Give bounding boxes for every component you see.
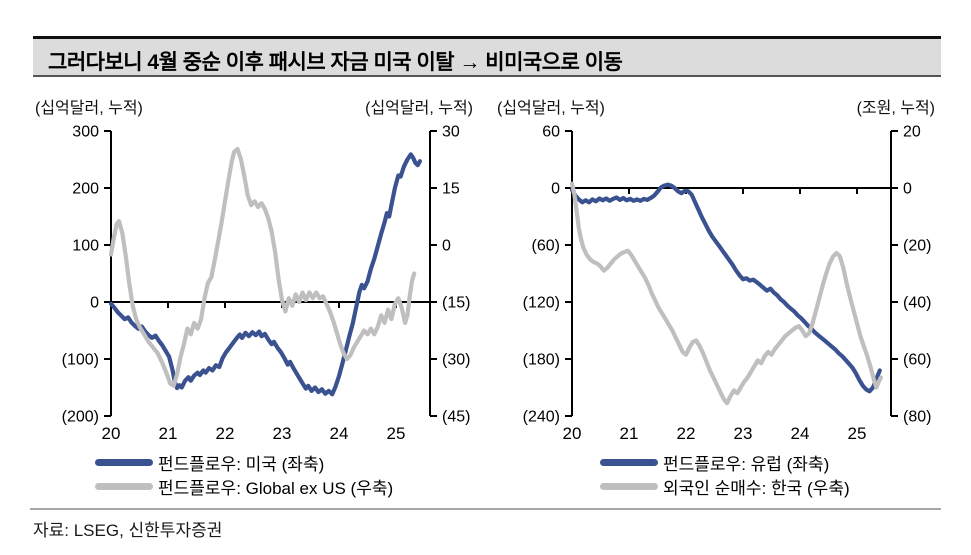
left-axis-unit-label: (십억달러, 누적) [497, 100, 605, 117]
y-axis-right: 20 0 (20) (40) (60) (80) [890, 124, 931, 426]
series-line-1 [569, 181, 883, 406]
y-tick-label: 30 [442, 124, 460, 141]
chart-europe-korea: (십억달러, 누적) (조원, 누적) 20 21 22 23 24 25 60 0 (60) (… [495, 94, 938, 506]
y-tick-label: 0 [903, 181, 912, 198]
y-axis-left: 300 200 100 0 (100) (200) [62, 124, 112, 426]
x-tick-label: 22 [216, 424, 235, 443]
source-note: 자료: LSEG, 신한투자증권 [33, 521, 223, 540]
x-tick-label: 24 [330, 424, 349, 443]
y-tick-label: 100 [72, 238, 99, 255]
right-axis-unit-label: (조원, 누적) [856, 100, 935, 117]
line-chart-us-vs-global-exus: 20 21 22 23 24 25 300 200 100 0 (100) (200) 30 15 0 (15… [62, 124, 471, 444]
y-tick-label: (60) [532, 238, 560, 255]
legend-item: 펀드플로우: 미국 (좌축) [33, 450, 476, 474]
y-tick-label: 15 [442, 181, 460, 198]
x-tick-label: 23 [273, 424, 292, 443]
x-tick-label: 22 [677, 424, 696, 443]
y-tick-label: 0 [442, 238, 451, 255]
y-tick-label: (45) [442, 409, 470, 426]
x-tick-label: 24 [791, 424, 810, 443]
navy-line-swatch [95, 458, 153, 466]
x-tick-label: 21 [159, 424, 178, 443]
x-tick-label: 25 [387, 424, 406, 443]
y-tick-label: 20 [903, 124, 921, 141]
legend-item: 펀드플로우: 유럽 (좌축) [495, 450, 938, 474]
x-tick-label: 20 [102, 424, 121, 443]
x-tick-label: 23 [734, 424, 753, 443]
legend: 펀드플로우: 유럽 (좌축) 외국인 순매수: 한국 (우축) [495, 450, 938, 498]
y-tick-label: (40) [903, 295, 931, 312]
y-tick-label: (80) [903, 409, 931, 426]
gray-line-swatch [600, 482, 658, 490]
y-axis-left: 60 0 (60) (120) (180) (240) [523, 124, 573, 426]
x-tick-label: 20 [563, 424, 582, 443]
legend: 펀드플로우: 미국 (좌축) 펀드플로우: Global ex US (우축) [33, 450, 476, 498]
y-tick-label: 60 [542, 124, 560, 141]
y-tick-label: (100) [62, 352, 99, 369]
left-axis-unit-label: (십억달러, 누적) [35, 100, 143, 117]
series-line-0 [569, 182, 882, 394]
y-tick-label: 0 [90, 295, 99, 312]
y-tick-label: (240) [523, 409, 560, 426]
y-tick-label: (180) [523, 352, 560, 369]
legend-label: 펀드플로우: 유럽 (좌축) [663, 454, 830, 474]
x-tick-label: 21 [620, 424, 639, 443]
figure-title-bar: 그러다보니 4월 중순 이후 패시브 자금 미국 이탈 → 비미국으로 이동 [33, 36, 941, 77]
line-chart-europe-vs-korea: 20 21 22 23 24 25600(60)(120)(180)(240)200(20… [523, 124, 932, 444]
series-line-1 [108, 146, 417, 388]
right-axis-unit-label: (십억달러, 누적) [365, 100, 473, 117]
series-line-0 [108, 152, 422, 397]
y-tick-label: 0 [551, 181, 560, 198]
legend-item: 펀드플로우: Global ex US (우축) [33, 474, 476, 498]
navy-line-swatch [600, 458, 658, 466]
legend-label: 펀드플로우: Global ex US (우축) [158, 478, 394, 498]
y-tick-label: 300 [72, 124, 99, 141]
legend-label: 펀드플로우: 미국 (좌축) [158, 454, 325, 474]
gray-line-swatch [95, 482, 153, 490]
y-tick-label: (60) [903, 352, 931, 369]
x-axis: 20 21 22 23 24 25 [102, 301, 430, 443]
y-tick-label: (120) [523, 295, 560, 312]
y-tick-label: (15) [442, 295, 470, 312]
legend-item: 외국인 순매수: 한국 (우축) [495, 474, 938, 498]
footer-divider [30, 508, 941, 510]
x-tick-label: 25 [848, 424, 867, 443]
chart-us-fundflow: (십억달러, 누적) (십억달러, 누적) 20 21 22 23 24 25 300 200… [33, 94, 476, 506]
legend-label: 외국인 순매수: 한국 (우축) [663, 478, 850, 498]
figure-title: 그러다보니 4월 중순 이후 패시브 자금 미국 이탈 → 비미국으로 이동 [48, 51, 623, 74]
y-tick-label: (20) [903, 238, 931, 255]
y-tick-label: (30) [442, 352, 470, 369]
y-tick-label: 200 [72, 181, 99, 198]
y-tick-label: (200) [62, 409, 99, 426]
y-axis-right: 30 15 0 (15) (30) (45) [429, 124, 470, 426]
